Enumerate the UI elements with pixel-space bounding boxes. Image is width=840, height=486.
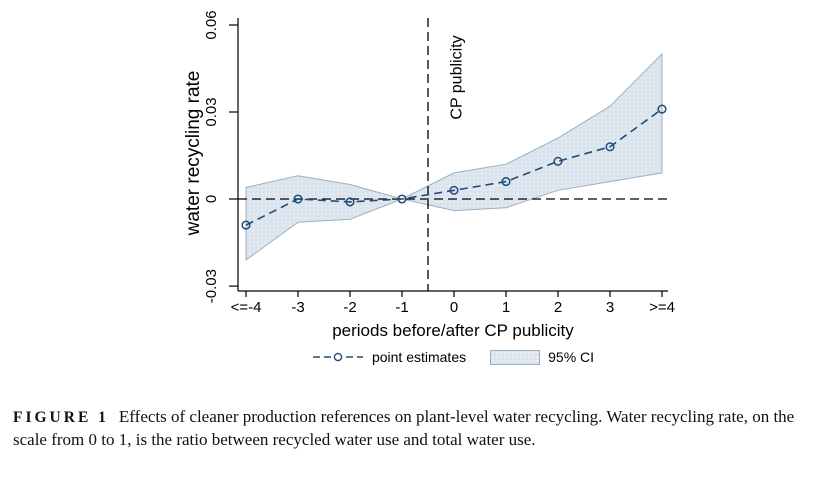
- point-marker: [449, 185, 459, 195]
- x-tick-label: -1: [395, 299, 408, 316]
- y-tick-label: 0: [203, 195, 220, 203]
- dashed-line-marker-icon: [312, 352, 363, 362]
- cp-publicity-label: CP publicity: [448, 35, 466, 120]
- figure-number: FIGURE 1: [13, 409, 109, 426]
- x-tick-label: -2: [343, 299, 356, 316]
- point-estimates-line: [245, 108, 663, 226]
- x-tick-label: -3: [291, 299, 304, 316]
- point-marker: [241, 220, 251, 230]
- point-marker: [345, 197, 355, 207]
- y-tick-label: 0.03: [203, 97, 220, 126]
- point-marker: [293, 194, 303, 204]
- x-tick-label: >=4: [649, 299, 675, 316]
- legend-item-point-estimates: point estimates: [312, 349, 466, 365]
- point-marker: [397, 194, 407, 204]
- ci-swatch-icon: [490, 349, 541, 365]
- x-tick-label: 0: [450, 299, 458, 316]
- point-marker: [605, 142, 615, 152]
- point-marker: [657, 104, 667, 114]
- legend-label-ci: 95% CI: [548, 349, 595, 365]
- figure-caption: FIGURE 1 Effects of cleaner production re…: [13, 406, 829, 451]
- point-marker: [553, 156, 563, 166]
- legend-item-ci: 95% CI: [490, 349, 594, 365]
- x-tick-label: 1: [502, 299, 510, 316]
- chart-legend: point estimates 95% CI: [238, 347, 668, 367]
- x-axis-title: periods before/after CP publicity: [332, 321, 574, 340]
- y-axis-title: water recycling rate: [183, 70, 204, 236]
- event-study-chart: -0.03 0 0.03 0.06 <=-4 -3 -2 -1 0 1 2 3 >=4: [203, 10, 675, 316]
- y-tick-label: -0.03: [203, 269, 220, 303]
- x-tick-label: <=-4: [231, 299, 262, 316]
- legend-label-point-estimates: point estimates: [371, 349, 467, 365]
- x-tick-label: 2: [554, 299, 562, 316]
- x-tick-label: 3: [606, 299, 614, 316]
- y-tick-label: 0.06: [203, 10, 220, 39]
- point-marker: [501, 177, 511, 187]
- caption-text: Effects of cleaner production references…: [13, 407, 795, 449]
